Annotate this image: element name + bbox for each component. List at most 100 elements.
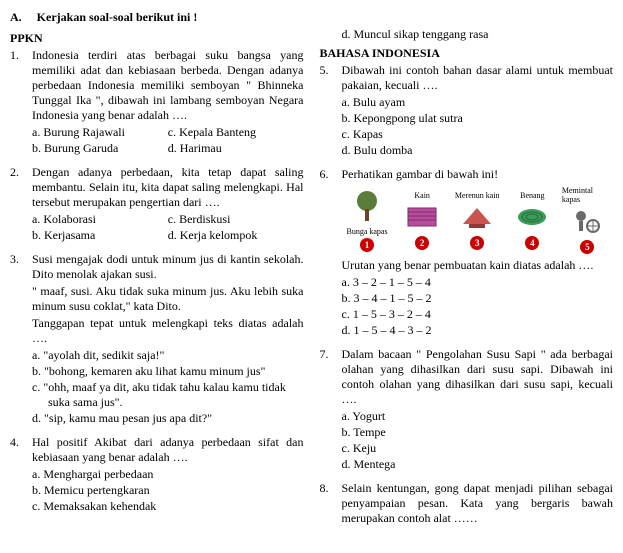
option-a: a. Bulu ayam bbox=[342, 95, 614, 110]
option-b: b. Tempe bbox=[342, 425, 614, 440]
diagram-number: 4 bbox=[525, 236, 539, 250]
option-c: c. Berdiskusi bbox=[168, 212, 304, 227]
option-a: a. Yogurt bbox=[342, 409, 614, 424]
question-text: Indonesia terdiri atas berbagai suku ban… bbox=[32, 48, 304, 123]
option-d: d. 1 – 5 – 4 – 3 – 2 bbox=[342, 323, 614, 338]
question-5: 5. Dibawah ini contoh bahan dasar alami … bbox=[320, 63, 614, 159]
column-right: d. Muncul sikap tenggang rasa BAHASA IND… bbox=[320, 27, 614, 536]
options-col-right: c. Berdiskusi d. Kerja kelompok bbox=[168, 212, 304, 244]
diagram-caption: Urutan yang benar pembuatan kain diatas … bbox=[342, 258, 614, 273]
question-1: 1. Indonesia terdiri atas berbagai suku … bbox=[10, 48, 304, 157]
section-label: A. bbox=[10, 10, 22, 24]
question-text: Perhatikan gambar di bawah ini! bbox=[342, 167, 614, 182]
question-2: 2. Dengan adanya perbedaan, kita tetap d… bbox=[10, 165, 304, 244]
diagram-item-1: Bunga kapas 1 bbox=[342, 189, 393, 252]
column-left: PPKN 1. Indonesia terdiri atas berbagai … bbox=[10, 27, 304, 536]
question-number: 3. bbox=[10, 252, 32, 427]
question-number: 4. bbox=[10, 435, 32, 515]
question-body: Dengan adanya perbedaan, kita tetap dapa… bbox=[32, 165, 304, 244]
option-d: d. Harimau bbox=[168, 141, 304, 156]
option-d: d. "sip, kamu mau pesan jus apa dit?" bbox=[32, 411, 304, 426]
diagram-number: 5 bbox=[580, 240, 594, 254]
option-a: a. Burung Rajawali bbox=[32, 125, 168, 140]
option-c: c. "ohh, maaf ya dit, aku tidak tahu kal… bbox=[32, 380, 304, 410]
question-text-line1: Susi mengajak dodi untuk minum jus di ka… bbox=[32, 252, 304, 282]
question-text-line3: Tanggapan tepat untuk melengkapi teks di… bbox=[32, 316, 304, 346]
option-d: d. Mentega bbox=[342, 457, 614, 472]
diagram-label-merenun: Merenun kain bbox=[455, 191, 500, 200]
question-body: Indonesia terdiri atas berbagai suku ban… bbox=[32, 48, 304, 157]
question-body: Selain kentungan, gong dapat menjadi pil… bbox=[342, 481, 614, 528]
options-2col: a. Burung Rajawali b. Burung Garuda c. K… bbox=[32, 125, 304, 157]
option-b: b. Kerjasama bbox=[32, 228, 168, 243]
question-text: Dibawah ini contoh bahan dasar alami unt… bbox=[342, 63, 614, 93]
diagram-item-5: Memintal kapas 5 bbox=[562, 186, 613, 254]
question-body: Dibawah ini contoh bahan dasar alami unt… bbox=[342, 63, 614, 159]
section-text: Kerjakan soal-soal berikut ini ! bbox=[37, 10, 198, 24]
option-b: b. Memicu pertengkaran bbox=[32, 483, 304, 498]
fabric-icon bbox=[404, 202, 440, 232]
diagram-label-benang: Benang bbox=[520, 191, 544, 200]
option-d: d. Bulu domba bbox=[342, 143, 614, 158]
option-c: c. Kepala Banteng bbox=[168, 125, 304, 140]
diagram-item-3: Merenun kain 3 bbox=[452, 191, 503, 250]
weaving-icon bbox=[459, 202, 495, 232]
question-text: Dalam bacaan " Pengolahan Susu Sapi " ad… bbox=[342, 347, 614, 407]
options-2col: a. Kolaborasi b. Kerjasama c. Berdiskusi… bbox=[32, 212, 304, 244]
question-number: 2. bbox=[10, 165, 32, 244]
subject-ppkn: PPKN bbox=[10, 31, 304, 46]
option-b: b. Kepongpong ulat sutra bbox=[342, 111, 614, 126]
option-b: b. Burung Garuda bbox=[32, 141, 168, 156]
question-text: Dengan adanya perbedaan, kita tetap dapa… bbox=[32, 165, 304, 210]
option-c: c. Memaksakan kehendak bbox=[32, 499, 304, 514]
q4-option-d-wrap: d. Muncul sikap tenggang rasa bbox=[320, 27, 614, 42]
thread-icon bbox=[514, 202, 550, 232]
diagram-item-4: Benang 4 bbox=[507, 191, 558, 250]
subject-bahasa-indonesia: BAHASA INDONESIA bbox=[320, 46, 614, 61]
question-8: 8. Selain kentungan, gong dapat menjadi … bbox=[320, 481, 614, 528]
question-text-line2: " maaf, susi. Aku tidak suka minum jus. … bbox=[32, 284, 304, 314]
question-text: Selain kentungan, gong dapat menjadi pil… bbox=[342, 481, 614, 526]
tree-icon bbox=[349, 189, 385, 225]
question-body: Hal positif Akibat dari adanya perbedaan… bbox=[32, 435, 304, 515]
question-text: Hal positif Akibat dari adanya perbedaan… bbox=[32, 435, 304, 465]
option-c: c. Keju bbox=[342, 441, 614, 456]
options-col-left: a. Burung Rajawali b. Burung Garuda bbox=[32, 125, 168, 157]
question-body: Susi mengajak dodi untuk minum jus di ka… bbox=[32, 252, 304, 427]
diagram-number: 2 bbox=[415, 236, 429, 250]
question-number: 8. bbox=[320, 481, 342, 528]
question-6: 6. Perhatikan gambar di bawah ini! Bunga… bbox=[320, 167, 614, 339]
question-body: Perhatikan gambar di bawah ini! Bunga ka… bbox=[342, 167, 614, 339]
question-number: 5. bbox=[320, 63, 342, 159]
option-b: b. 3 – 4 – 1 – 5 – 2 bbox=[342, 291, 614, 306]
option-d: d. Muncul sikap tenggang rasa bbox=[342, 27, 614, 42]
options-col-right: c. Kepala Banteng d. Harimau bbox=[168, 125, 304, 157]
diagram-number: 1 bbox=[360, 238, 374, 252]
diagram-row: Bunga kapas 1 Kain 2 bbox=[342, 186, 614, 254]
diagram-label-memintal: Memintal kapas bbox=[562, 186, 613, 204]
diagram-label-bunga: Bunga kapas bbox=[346, 227, 387, 236]
process-diagram: Bunga kapas 1 Kain 2 bbox=[342, 186, 614, 254]
columns-wrapper: PPKN 1. Indonesia terdiri atas berbagai … bbox=[10, 27, 613, 536]
option-c: c. Kapas bbox=[342, 127, 614, 142]
question-number: 7. bbox=[320, 347, 342, 473]
spinning-icon bbox=[569, 206, 605, 236]
question-body: Dalam bacaan " Pengolahan Susu Sapi " ad… bbox=[342, 347, 614, 473]
diagram-item-2: Kain 2 bbox=[397, 191, 448, 250]
option-a: a. 3 – 2 – 1 – 5 – 4 bbox=[342, 275, 614, 290]
question-3: 3. Susi mengajak dodi untuk minum jus di… bbox=[10, 252, 304, 427]
question-4: 4. Hal positif Akibat dari adanya perbed… bbox=[10, 435, 304, 515]
option-a: a. Menghargai perbedaan bbox=[32, 467, 304, 482]
question-number: 6. bbox=[320, 167, 342, 339]
diagram-label-kain: Kain bbox=[414, 191, 430, 200]
diagram-number: 3 bbox=[470, 236, 484, 250]
option-b: b. "bohong, kemaren aku lihat kamu minum… bbox=[32, 364, 304, 379]
option-d: d. Kerja kelompok bbox=[168, 228, 304, 243]
options-col-left: a. Kolaborasi b. Kerjasama bbox=[32, 212, 168, 244]
question-number: 1. bbox=[10, 48, 32, 157]
option-a: a. "ayolah dit, sedikit saja!" bbox=[32, 348, 304, 363]
section-header: A. Kerjakan soal-soal berikut ini ! bbox=[10, 10, 613, 25]
question-7: 7. Dalam bacaan " Pengolahan Susu Sapi "… bbox=[320, 347, 614, 473]
option-c: c. 1 – 5 – 3 – 2 – 4 bbox=[342, 307, 614, 322]
option-a: a. Kolaborasi bbox=[32, 212, 168, 227]
